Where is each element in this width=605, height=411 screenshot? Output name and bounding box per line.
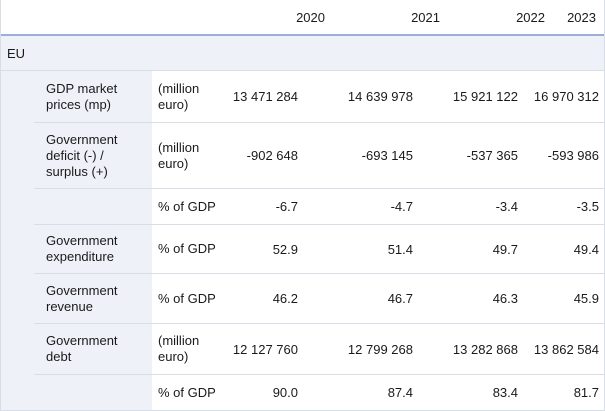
row-label-line: deficit (-) / <box>46 147 104 163</box>
table-row: Government revenue % of GDP 46.2 46.7 46… <box>34 274 604 324</box>
year-header: 2020 <box>296 10 325 25</box>
cell-value: 52.9 <box>272 241 298 257</box>
cell-value: 49.7 <box>492 241 518 257</box>
row-label-line: revenue <box>46 298 93 314</box>
row-label-line: surplus (+) <box>46 163 108 179</box>
cell-value: -902 648 <box>246 148 298 163</box>
cell-value: 46.2 <box>272 291 298 306</box>
indent-column <box>1 71 34 410</box>
table-row: Government deficit (-) / surplus (+) (mi… <box>34 123 604 189</box>
cell-value: -3.4 <box>495 199 518 214</box>
row-unit-line: euro) <box>158 96 189 112</box>
row-unit-line: % of GDP <box>158 241 216 256</box>
row-unit: % of GDP <box>158 189 238 224</box>
cell-value: 45.9 <box>573 291 599 306</box>
row-label: Government debt <box>34 324 152 374</box>
row-label-line: Government <box>46 233 118 248</box>
row-unit-line: % of GDP <box>158 290 216 306</box>
cell-value: 14 639 978 <box>347 89 413 104</box>
row-unit-line: % of GDP <box>158 384 216 400</box>
cell-value: 12 799 268 <box>347 341 413 357</box>
row-unit-line: % of GDP <box>158 198 216 214</box>
table-row: GDP market prices (mp) (million euro) 13… <box>34 71 604 123</box>
row-label-line: Government <box>46 333 118 348</box>
table-row: Government expenditure % of GDP 52.9 51.… <box>34 225 604 274</box>
cell-value: 46.3 <box>492 291 518 306</box>
section-title: EU <box>7 46 26 61</box>
row-label: Government expenditure <box>34 225 152 273</box>
cell-value: 15 921 122 <box>452 89 518 104</box>
row-label-line: prices (mp) <box>46 96 112 112</box>
year-header: 2021 <box>411 10 440 25</box>
row-unit: (million euro) <box>158 71 238 122</box>
cell-value: -537 365 <box>466 148 518 163</box>
row-label-line: debt <box>46 349 72 364</box>
row-label <box>34 189 152 224</box>
year-header: 2022 <box>516 10 545 25</box>
table-row: % of GDP 90.0 87.4 83.4 81.7 <box>34 375 604 410</box>
table-row: Government debt (million euro) 12 127 76… <box>34 324 604 375</box>
row-unit: % of GDP <box>158 375 238 410</box>
row-unit-line: (million <box>158 139 200 155</box>
row-unit: (million euro) <box>158 123 238 188</box>
cell-value: 83.4 <box>492 385 518 400</box>
row-label: GDP market prices (mp) <box>34 71 152 122</box>
row-unit-line: euro) <box>158 155 189 171</box>
row-label <box>34 375 152 410</box>
row-unit-line: euro) <box>158 349 189 364</box>
table-row: % of GDP -6.7 -4.7 -3.4 -3.5 <box>34 189 604 225</box>
cell-value: -4.7 <box>390 199 413 214</box>
cell-value: 13 862 584 <box>533 341 599 357</box>
cell-value: 12 127 760 <box>232 341 298 357</box>
row-unit: % of GDP <box>158 274 238 323</box>
cell-value: -6.7 <box>275 199 298 214</box>
cell-value: 13 282 868 <box>452 341 518 357</box>
row-label-line: Government <box>46 282 118 298</box>
cell-value: 16 970 312 <box>533 89 599 104</box>
cell-value: -3.5 <box>576 199 599 214</box>
cell-value: 46.7 <box>387 291 413 306</box>
cell-value: 13 471 284 <box>232 89 298 104</box>
row-unit: (million euro) <box>158 324 238 374</box>
row-unit-line: (million <box>158 333 200 348</box>
cell-value: -593 986 <box>547 148 599 163</box>
cell-value: -693 145 <box>361 148 413 163</box>
table-header: 2020 2021 2022 2023 <box>1 0 604 36</box>
cell-value: 81.7 <box>573 385 599 400</box>
row-unit-line: (million <box>158 80 200 96</box>
row-label: Government deficit (-) / surplus (+) <box>34 123 152 188</box>
row-unit: % of GDP <box>158 225 238 273</box>
row-label-line: expenditure <box>46 249 114 264</box>
year-header: 2023 <box>567 10 596 25</box>
cell-value: 90.0 <box>272 385 298 400</box>
row-label-line: GDP market <box>46 80 118 96</box>
row-label-line: Government <box>46 131 118 147</box>
section-header: EU <box>1 36 604 71</box>
cell-value: 87.4 <box>387 385 413 400</box>
row-label: Government revenue <box>34 274 152 323</box>
cell-value: 49.4 <box>573 241 599 257</box>
cell-value: 51.4 <box>387 241 413 257</box>
